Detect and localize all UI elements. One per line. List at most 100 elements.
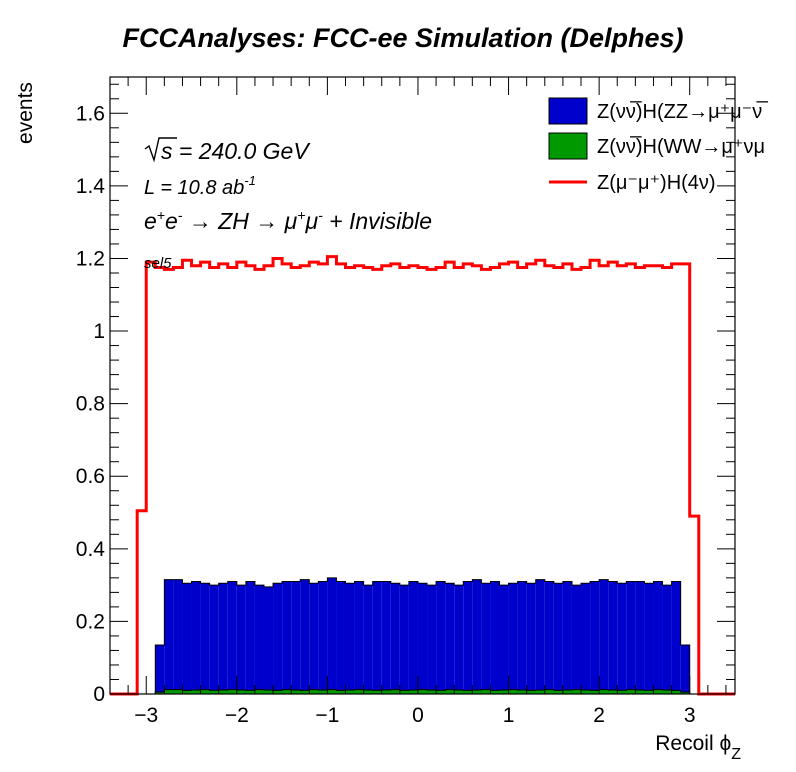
bar-series-1-bin-62 (680, 692, 690, 694)
bar-series-0-bin-29 (381, 581, 391, 694)
bar-series-0-bin-62 (680, 645, 690, 694)
bar-series-1-bin-35 (436, 690, 446, 694)
legend-label-ww: Z(νν̅)H(WW→μ⁺νμ (597, 135, 765, 158)
bar-series-1-bin-6 (173, 689, 183, 694)
bar-series-1-bin-59 (653, 689, 663, 694)
bar-series-1-bin-4 (155, 692, 165, 694)
bar-series-0-bin-9 (200, 583, 210, 694)
bar-series-0-bin-8 (191, 581, 201, 694)
bar-series-1-bin-40 (481, 689, 491, 694)
energy-label: = 240.0 GeV (173, 138, 312, 164)
bar-series-1-bin-47 (544, 689, 554, 694)
bar-series-0-bin-10 (209, 585, 219, 694)
bar-series-0-bin-58 (644, 583, 654, 694)
line-series-layer (110, 255, 735, 696)
bar-series-1-bin-22 (318, 690, 328, 694)
bar-series-1-bin-26 (354, 689, 364, 694)
bar-series-1-bin-15 (254, 689, 264, 694)
bar-series-0-bin-31 (399, 585, 409, 694)
filled-series-layer (119, 577, 717, 695)
bar-series-1-bin-50 (571, 689, 582, 694)
x-tick-label: 3 (684, 704, 696, 727)
axis-ticks (109, 77, 735, 695)
y-tick-label: 0.6 (76, 465, 105, 488)
y-tick-label: 0 (93, 683, 105, 706)
bar-series-1-bin-10 (209, 690, 219, 694)
bar-series-0-bin-15 (254, 585, 264, 694)
bar-series-0-bin-40 (481, 583, 491, 694)
bar-series-0-bin-33 (417, 583, 428, 694)
bar-series-0-bin-34 (427, 585, 437, 694)
y-tick-label: 1.6 (76, 102, 105, 125)
plot-frame (109, 76, 736, 695)
x-axis-title-main: Recoil ϕ (655, 732, 731, 755)
bar-series-1-bin-38 (463, 690, 473, 694)
legend-label-zz: Z(νν̅)H(ZZ→μ⁺μ⁻ν̅ (597, 100, 768, 123)
bar-series-0-bin-53 (599, 579, 609, 694)
bar-series-0-bin-48 (553, 583, 563, 694)
bar-series-0-bin-16 (263, 586, 274, 694)
x-tick-label: 2 (593, 704, 605, 727)
bar-series-0-bin-5 (164, 579, 174, 694)
bar-series-0-bin-20 (300, 579, 310, 694)
bar-series-0-bin-13 (236, 585, 246, 694)
bar-series-0-bin-23 (327, 577, 337, 694)
bar-series-0-bin-11 (218, 583, 228, 694)
bar-series-1-bin-14 (245, 690, 255, 694)
bar-series-0-bin-28 (372, 581, 382, 694)
bar-series-1-bin-18 (282, 689, 292, 694)
bar-series-0-bin-37 (454, 585, 464, 694)
legend: Z(νν̅)H(ZZ→μ⁺μ⁻ν̅ Z(νν̅)H(WW→μ⁺νμ Z(μ⁻μ⁺… (548, 97, 768, 194)
x-tick-label: −2 (225, 704, 249, 727)
bar-series-1-bin-8 (191, 690, 201, 694)
y-tick-label: 0.4 (76, 538, 106, 561)
bar-series-0-bin-57 (635, 581, 645, 694)
x-tick-labels: −3 −2 −1 0 1 2 3 (134, 704, 695, 727)
x-axis-title-subscript: Z (731, 746, 741, 763)
line-series-2 (110, 255, 735, 696)
bar-series-0-bin-4 (155, 645, 165, 694)
y-tick-labels: 0 0.2 0.4 0.6 0.8 1 1.2 1.4 1.6 (76, 102, 106, 706)
bar-series-0-bin-42 (499, 585, 509, 694)
bar-series-1-bin-53 (599, 689, 609, 694)
x-tick-label: 0 (412, 704, 424, 727)
bar-series-1-bin-36 (445, 689, 455, 694)
bar-series-1-bin-28 (372, 690, 382, 694)
sqrt-symbol-icon (144, 137, 177, 163)
bar-series-1-bin-44 (517, 690, 527, 694)
bar-series-0-bin-52 (590, 581, 600, 694)
bar-series-0-bin-39 (472, 579, 482, 694)
bar-series-1-bin-29 (381, 690, 391, 694)
bar-series-1-bin-17 (273, 690, 283, 694)
bar-series-0-bin-14 (245, 581, 255, 694)
y-tick-label: 0.8 (76, 393, 105, 416)
bar-series-1-bin-7 (182, 690, 192, 694)
bar-series-1-bin-5 (164, 689, 174, 694)
bar-series-0-bin-51 (581, 583, 591, 694)
chart-title: FCCAnalyses: FCC-ee Simulation (Delphes) (122, 23, 683, 53)
bar-series-1-bin-46 (535, 690, 545, 694)
bar-series-0-bin-46 (535, 579, 545, 694)
bar-series-0-bin-55 (617, 583, 627, 694)
bar-series-0-bin-32 (408, 581, 418, 694)
bar-series-0-bin-7 (182, 583, 192, 694)
plot-area: −3 −2 −1 0 1 2 3 0 0.2 0.4 0.6 0.8 1 1.2 1.4 1.6 (76, 76, 736, 727)
y-tick-label: 1 (93, 320, 105, 343)
y-tick-label: 1.4 (76, 175, 106, 198)
bar-series-0-bin-6 (173, 579, 183, 694)
bar-series-1-bin-49 (562, 690, 572, 694)
selection-label: sel5 (144, 255, 172, 272)
bar-series-0-bin-12 (227, 581, 237, 694)
x-tick-label: 1 (503, 704, 515, 727)
bar-series-0-bin-27 (363, 585, 373, 694)
outline-series-1 (119, 689, 717, 695)
bar-series-0-bin-30 (390, 583, 400, 694)
bar-series-0-bin-61 (671, 581, 681, 694)
svg-text:s = 240.0 GeV: s = 240.0 GeV (161, 138, 311, 164)
bar-series-1-bin-11 (218, 690, 228, 694)
bar-series-1-bin-37 (454, 690, 464, 694)
bar-series-0-bin-18 (282, 581, 292, 694)
bar-series-1-bin-34 (427, 690, 437, 694)
bar-series-1-bin-48 (553, 690, 563, 694)
